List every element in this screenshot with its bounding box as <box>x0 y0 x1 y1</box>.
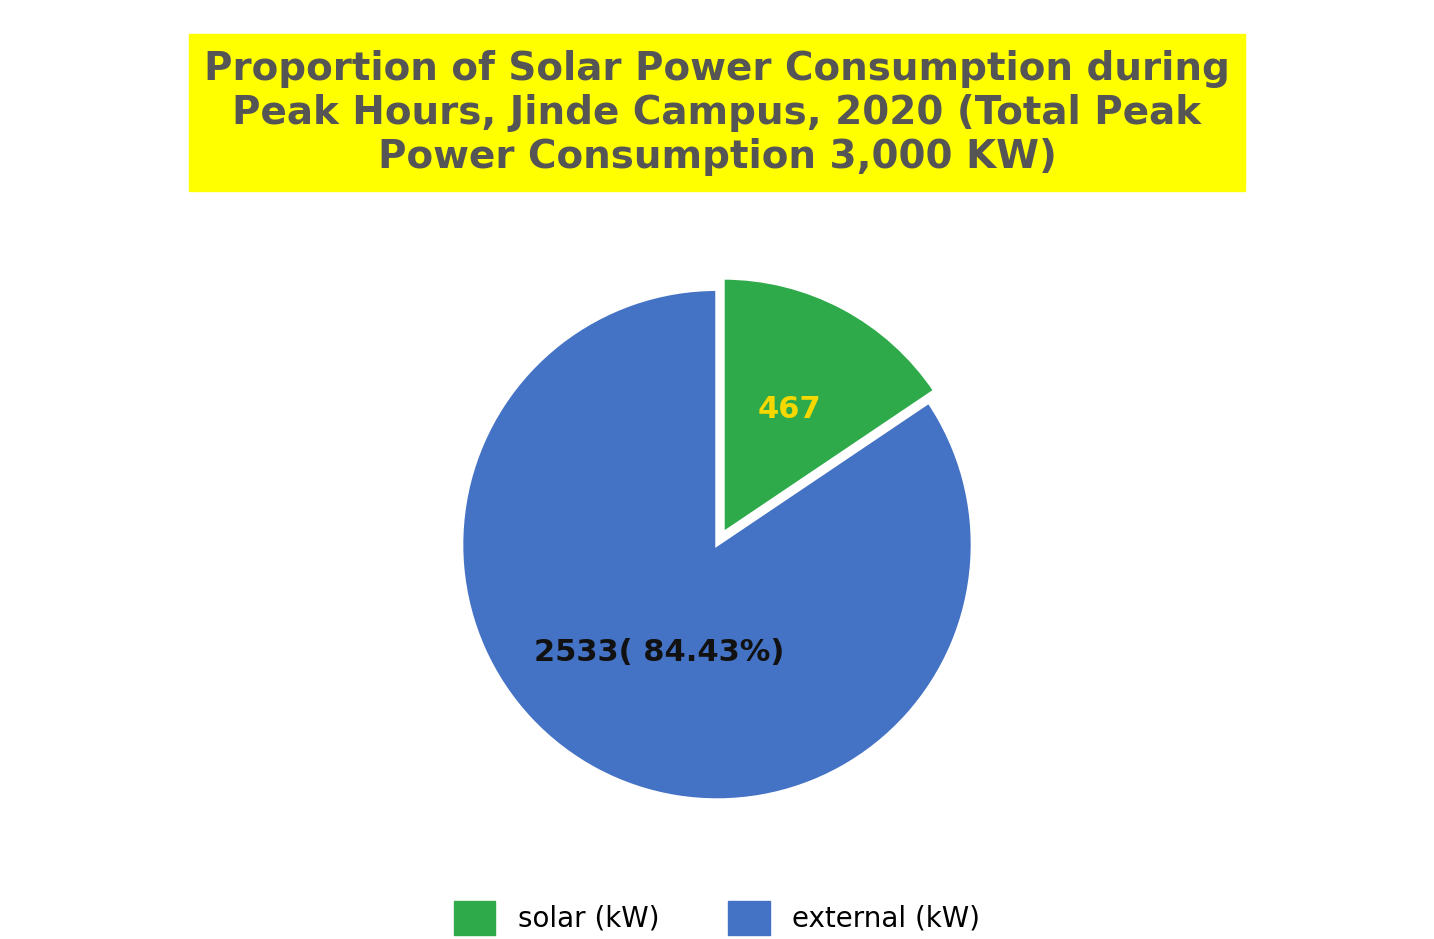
Text: 467: 467 <box>757 394 820 423</box>
Text: Proportion of Solar Power Consumption during
Peak Hours, Jinde Campus, 2020 (Tot: Proportion of Solar Power Consumption du… <box>204 50 1230 176</box>
Text: 2533( 84.43%): 2533( 84.43%) <box>535 639 784 668</box>
Wedge shape <box>462 289 972 800</box>
Wedge shape <box>723 278 935 533</box>
Legend: solar (kW), external (kW): solar (kW), external (kW) <box>443 889 991 939</box>
